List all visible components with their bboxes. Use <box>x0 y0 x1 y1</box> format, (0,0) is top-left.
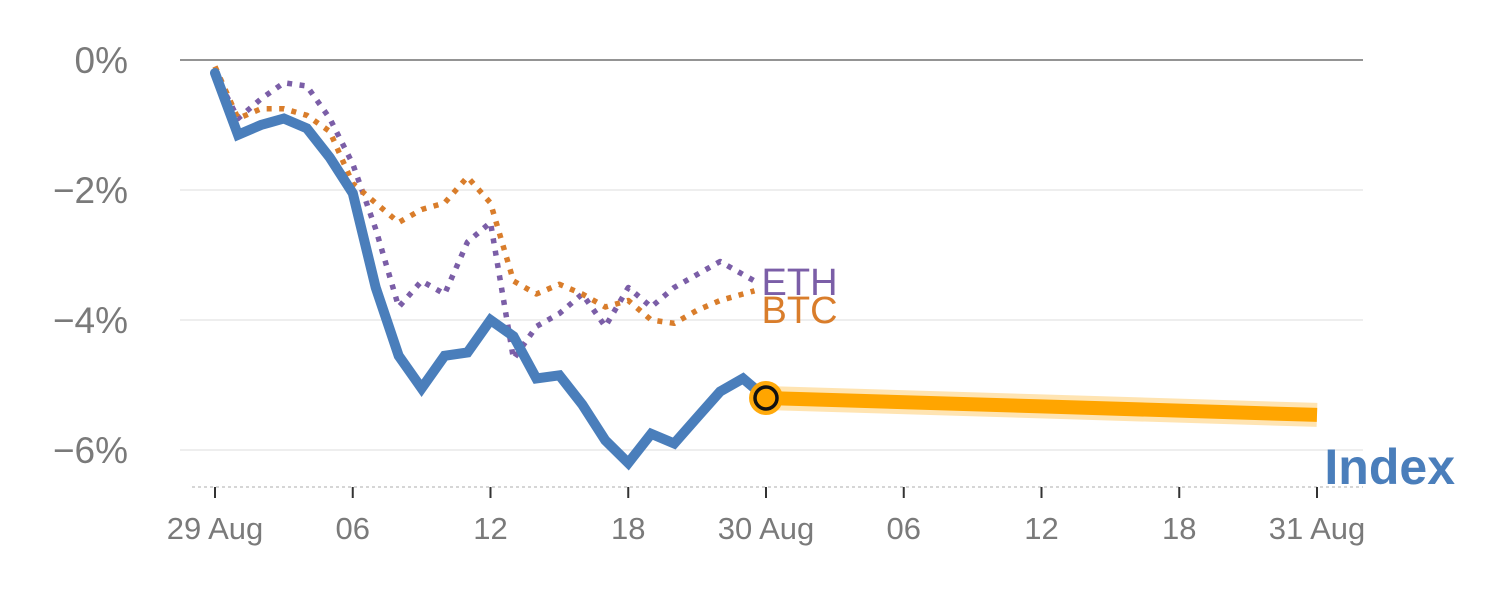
eth-label: ETH <box>762 262 838 304</box>
btc-line <box>212 65 756 327</box>
x-tick-label: 12 <box>473 511 507 546</box>
forecast-layer <box>765 386 1318 427</box>
x-tick-label: 31 Aug <box>1269 511 1366 546</box>
x-axis: 29 Aug 06 12 18 30 Aug 06 12 18 31 Aug <box>167 486 1366 546</box>
x-tick-label: 30 Aug <box>718 511 815 546</box>
eth-line <box>212 71 756 362</box>
index-forecast-band <box>765 391 1318 422</box>
x-tick-label: 06 <box>887 511 921 546</box>
index-line <box>210 68 771 471</box>
series-lines <box>210 65 783 471</box>
y-tick-label: −4% <box>53 300 128 341</box>
y-axis: 0% −2% −4% −6% <box>53 40 128 471</box>
x-tick-label: 06 <box>336 511 370 546</box>
x-tick-label: 12 <box>1024 511 1058 546</box>
index-label: Index <box>1324 439 1455 495</box>
gridlines <box>180 59 1363 451</box>
y-tick-label: −6% <box>53 430 128 471</box>
x-tick-label: 18 <box>1162 511 1196 546</box>
current-point-marker <box>753 385 779 411</box>
y-tick-label: −2% <box>53 170 128 211</box>
y-tick-label: 0% <box>75 40 128 81</box>
x-tick-label: 18 <box>611 511 645 546</box>
btc-label: BTC <box>762 290 838 332</box>
x-tick-label: 29 Aug <box>167 511 264 546</box>
